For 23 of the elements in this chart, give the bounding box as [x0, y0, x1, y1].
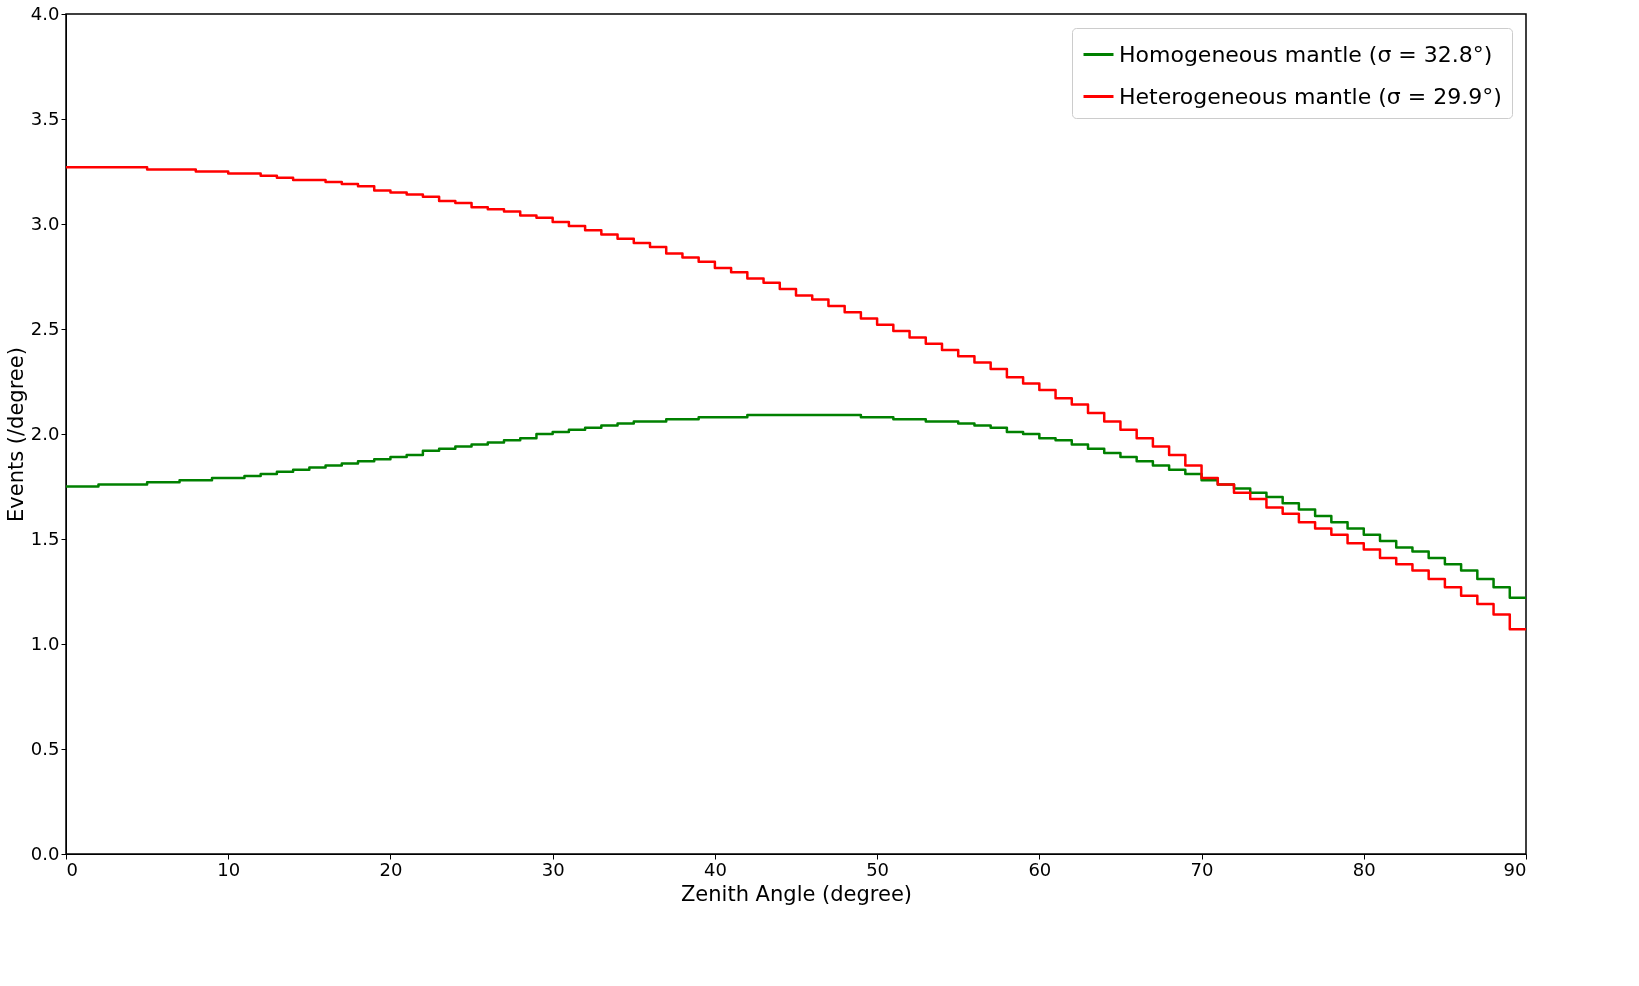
x-tick-label: 50 [866, 858, 890, 880]
x-axis-title: Zenith Angle (degree) [680, 881, 913, 906]
y-axis-title: Events (/degree) [3, 347, 28, 522]
y-tick-label: 1.5 [30, 527, 60, 549]
x-tick-label: 70 [1190, 858, 1214, 880]
x-tick-label: 30 [541, 858, 565, 880]
x-tick-label: 90 [1503, 858, 1527, 880]
y-tick-label: 1.0 [30, 632, 60, 654]
y-tick-label: 2.0 [30, 422, 60, 444]
x-tick-label: 10 [217, 858, 241, 880]
x-tick-label: 40 [703, 858, 727, 880]
x-tick-label: 80 [1352, 858, 1376, 880]
y-tick-label: 2.5 [30, 317, 60, 339]
x-tick-label: 20 [379, 858, 403, 880]
x-tick-label: 0 [66, 858, 78, 880]
y-tick-label: 3.5 [30, 107, 60, 129]
y-tick-label: 0.5 [30, 737, 60, 759]
legend-label: Heterogeneous mantle (σ = 29.9°) [1119, 83, 1502, 109]
x-tick-label: 60 [1028, 858, 1052, 880]
legend-label: Homogeneous mantle (σ = 32.8°) [1119, 41, 1493, 67]
y-tick-label: 3.0 [30, 212, 60, 234]
y-tick-label: 0.0 [30, 842, 60, 864]
y-tick-label: 4.0 [30, 2, 60, 24]
